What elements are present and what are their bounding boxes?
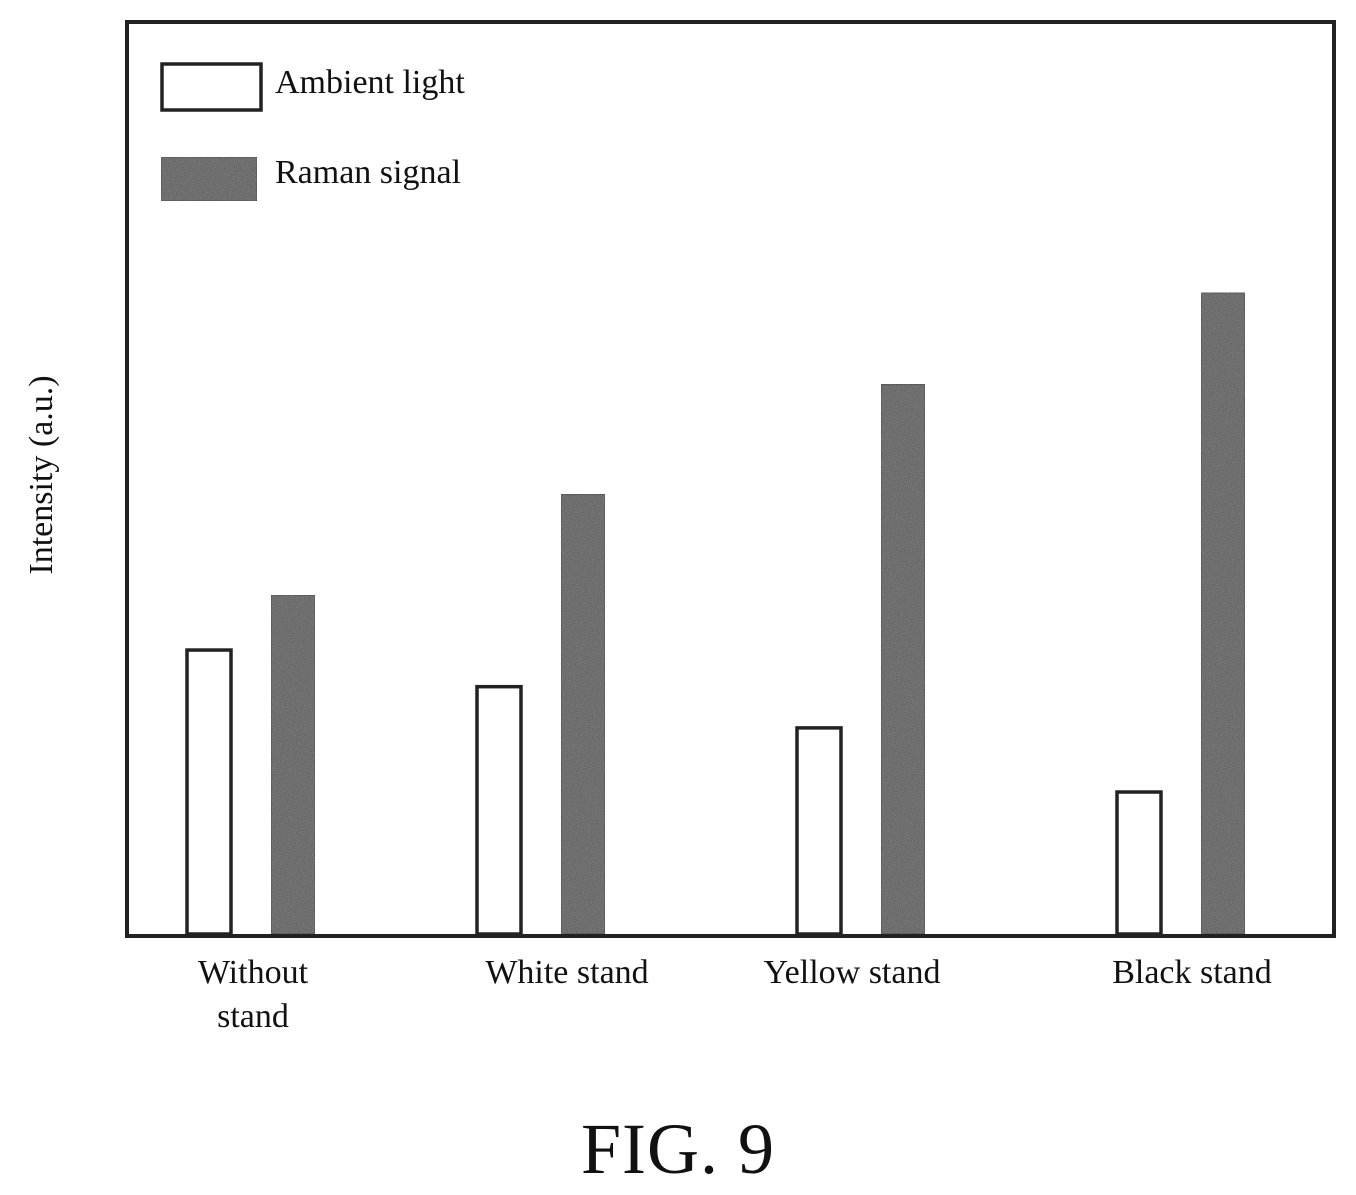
x-tick-label-line: stand: [217, 998, 289, 1035]
x-tick-label-line: Black stand: [1112, 954, 1272, 991]
legend-label-raman-signal: Raman signal: [275, 154, 461, 191]
legend: Ambient light Raman signal: [160, 62, 465, 202]
legend-label-ambient-light: Ambient light: [275, 64, 465, 101]
bar-raman-signal-1: [560, 493, 606, 935]
bar-ambient-light-2: [795, 726, 843, 936]
x-tick-label-3: Black stand: [1112, 954, 1272, 991]
x-tick-label-1: White stand: [485, 954, 648, 991]
bars-layer: [185, 292, 1246, 936]
plot-frame: [125, 20, 1336, 938]
x-tick-label-line: White stand: [485, 954, 648, 991]
bar-ambient-light-1: [475, 684, 523, 936]
legend-swatch-ambient-light: [160, 62, 263, 112]
y-axis-label: Intensity (a.u.): [23, 375, 60, 574]
x-tick-labels: Without stand White stand Yellow stand Black…: [198, 954, 1272, 1035]
bar-ambient-light-3: [1115, 790, 1163, 936]
bar-raman-signal-3: [1200, 292, 1246, 935]
x-tick-label-line: Yellow stand: [764, 954, 941, 991]
figure-caption: FIG. 9: [580, 1109, 775, 1189]
bar-chart: Intensity (a.u.) Ambient light Raman sig…: [23, 20, 1336, 1035]
legend-swatch-raman-signal: [160, 156, 258, 202]
bar-raman-signal-0: [270, 594, 316, 935]
x-tick-label-line: Without: [198, 954, 309, 991]
bar-raman-signal-2: [880, 383, 926, 935]
x-tick-label-2: Yellow stand: [764, 954, 941, 991]
bar-ambient-light-0: [185, 648, 233, 936]
x-tick-label-0: Without stand: [198, 954, 309, 1035]
